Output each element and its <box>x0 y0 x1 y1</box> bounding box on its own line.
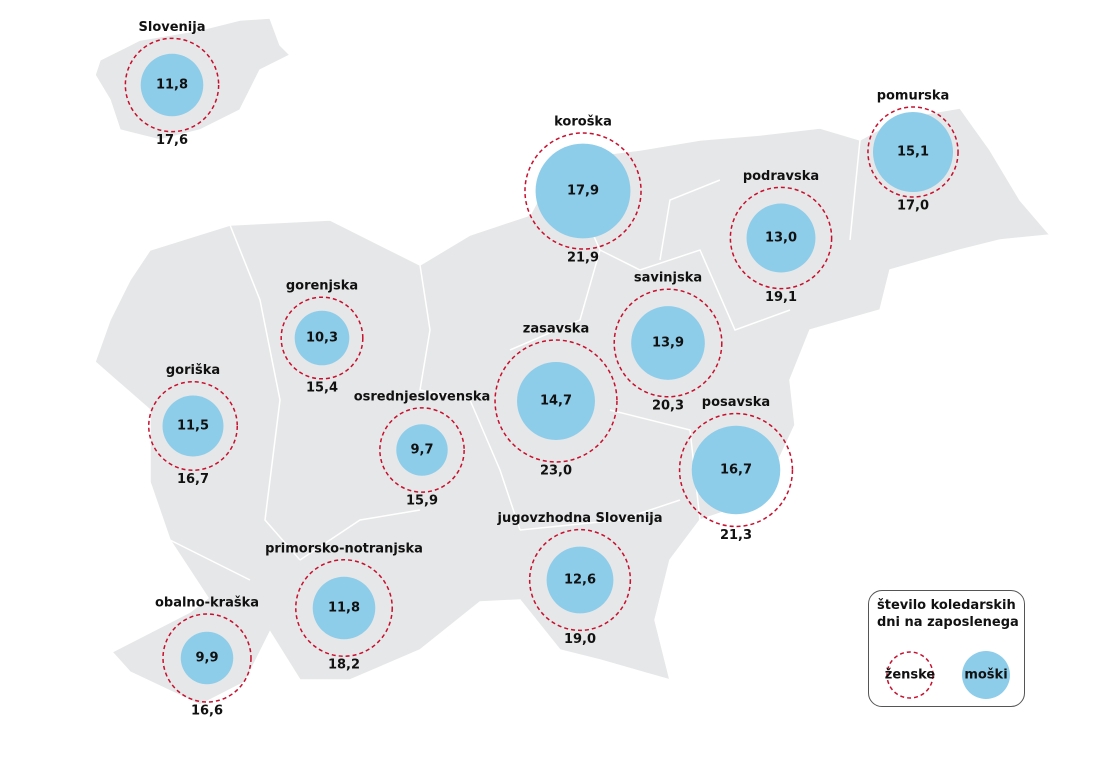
men-circle <box>631 306 705 380</box>
region-name: koroška <box>554 114 612 129</box>
region-name: podravska <box>743 169 819 184</box>
men-value-label: 15,1 <box>897 145 929 160</box>
women-circle <box>678 412 794 528</box>
men-circle <box>691 425 781 515</box>
men-value-label: 9,9 <box>195 651 218 666</box>
men-value-label: 11,5 <box>177 419 209 434</box>
women-circle <box>494 339 618 463</box>
women-value-label: 16,6 <box>191 703 223 718</box>
men-value-label: 11,8 <box>328 601 360 616</box>
men-value-label: 13,9 <box>652 336 684 351</box>
women-value-label: 19,0 <box>564 632 596 647</box>
men-circle <box>294 310 350 366</box>
men-circle <box>396 424 448 476</box>
women-value-label: 17,0 <box>897 199 929 214</box>
women-value-label: 20,3 <box>652 398 684 413</box>
region-name: savinjska <box>634 271 702 286</box>
region-name: posavska <box>702 395 770 410</box>
legend-men-symbol <box>962 651 1010 699</box>
women-value-label: 23,0 <box>540 463 572 478</box>
men-circle <box>162 395 224 457</box>
men-circle <box>535 143 631 239</box>
women-value-label: 17,6 <box>156 133 188 148</box>
women-circle <box>162 613 252 703</box>
legend-items: ženske moški <box>885 651 1010 699</box>
men-circle <box>546 546 614 614</box>
region-name: osrednjeslovenska <box>354 389 491 404</box>
women-circle <box>524 132 642 250</box>
men-circle <box>517 362 595 440</box>
women-value-label: 19,1 <box>765 290 797 305</box>
region-name: primorsko-notranjska <box>265 541 423 556</box>
women-value-label: 15,4 <box>306 380 338 395</box>
region-name: jugovzhodna Slovenija <box>496 511 662 526</box>
men-value-label: 17,9 <box>567 184 599 199</box>
women-value-label: 21,3 <box>720 528 752 543</box>
men-circle <box>312 576 376 640</box>
women-circle <box>280 296 364 380</box>
women-circle <box>147 380 239 472</box>
legend-title: število koledarskih dni na zaposlenega <box>877 598 1019 630</box>
men-value-label: 16,7 <box>720 463 752 478</box>
men-circle <box>746 203 816 273</box>
men-value-label: 10,3 <box>306 331 338 346</box>
region-name: Slovenija <box>139 20 206 35</box>
men-value-label: 14,7 <box>540 394 572 409</box>
women-circle <box>124 37 220 133</box>
men-value-label: 12,6 <box>564 573 596 588</box>
region-name: obalno-kraška <box>155 596 259 611</box>
region-name: zasavska <box>523 322 589 337</box>
men-value-label: 13,0 <box>765 231 797 246</box>
women-circle <box>613 288 723 398</box>
region-name: pomurska <box>877 88 950 103</box>
women-circle <box>528 528 632 632</box>
women-value-label: 15,9 <box>406 494 438 509</box>
men-value-label: 11,8 <box>156 78 188 93</box>
women-value-label: 21,9 <box>567 251 599 266</box>
legend-women-label: ženske <box>885 668 936 683</box>
men-circle <box>180 631 234 685</box>
legend: število koledarskih dni na zaposlenega ž… <box>868 590 1025 707</box>
women-circle <box>379 407 465 493</box>
women-circle <box>295 559 393 657</box>
women-circle <box>729 186 833 290</box>
region-name: gorenjska <box>286 279 358 294</box>
men-circle <box>140 53 204 117</box>
men-value-label: 9,7 <box>410 443 433 458</box>
men-circle <box>872 111 954 193</box>
legend-men-label: moški <box>964 668 1007 683</box>
region-name: goriška <box>166 363 220 378</box>
women-value-label: 18,2 <box>328 658 360 673</box>
women-circle <box>867 106 959 198</box>
legend-women-symbol <box>886 651 934 699</box>
women-value-label: 16,7 <box>177 472 209 487</box>
bubbles: 11,8 17,6 Slovenija 17,9 21,9 koroška 15,1 17,0… <box>124 20 959 718</box>
